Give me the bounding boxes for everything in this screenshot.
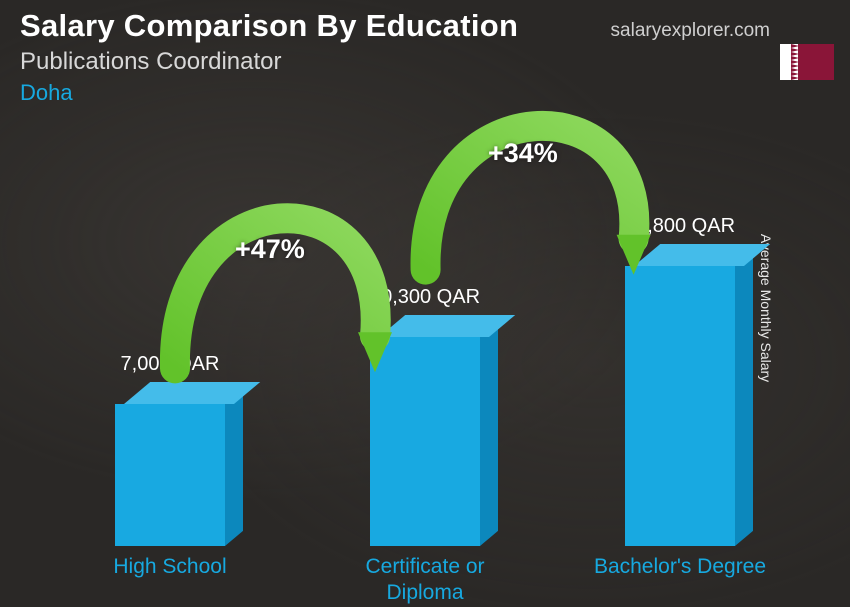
bar-category-label: Certificate or Diploma	[325, 554, 525, 607]
bar	[115, 404, 225, 546]
bar-front	[115, 404, 225, 546]
qatar-flag-icon	[780, 44, 834, 80]
increase-arrow	[160, 166, 410, 396]
page-title: Salary Comparison By Education	[20, 8, 518, 44]
flag-maroon	[798, 44, 834, 80]
bar-front	[625, 266, 735, 546]
watermark-text: salaryexplorer.com	[611, 20, 770, 42]
bar-chart: 7,000 QARHigh School10,300 QARCertificat…	[40, 126, 800, 546]
bar-side	[225, 389, 243, 546]
bar-side	[735, 251, 753, 546]
bar-category-label: High School	[70, 554, 270, 580]
flag-white	[780, 44, 798, 80]
percent-increase-label: +34%	[488, 138, 558, 169]
bar	[625, 266, 735, 546]
increase-arrow	[410, 76, 670, 296]
job-title: Publications Coordinator	[20, 48, 518, 76]
bar-side	[480, 322, 498, 546]
percent-increase-label: +47%	[235, 234, 305, 265]
bar-category-label: Bachelor's Degree	[580, 554, 780, 580]
